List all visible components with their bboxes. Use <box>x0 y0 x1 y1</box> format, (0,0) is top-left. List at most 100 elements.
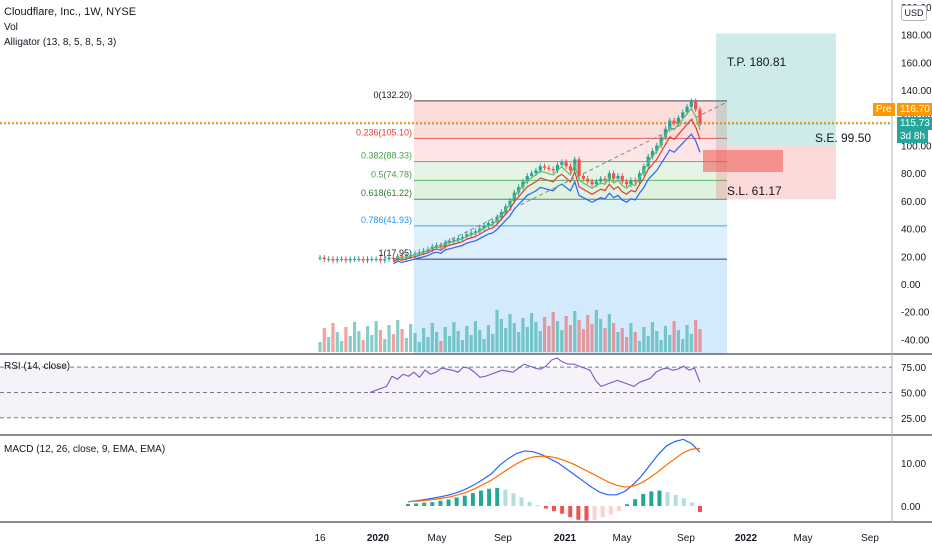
candle-body <box>383 259 387 261</box>
alligator-lips-line <box>393 107 701 261</box>
candle-body <box>633 180 637 182</box>
candle-body <box>655 145 659 152</box>
macd-histogram-bar <box>406 503 410 506</box>
volume-bar <box>685 325 689 352</box>
macd-histogram-bar <box>681 498 686 506</box>
candle-body <box>568 166 573 171</box>
time-tick-label: 2021 <box>554 533 577 544</box>
volume-bar <box>590 324 594 352</box>
candle-body <box>473 231 478 233</box>
macd-label[interactable]: MACD (12, 26, close, 9, EMA, EMA) <box>4 444 166 455</box>
macd-histogram-bar <box>560 506 565 514</box>
currency-button[interactable]: USD <box>901 5 927 21</box>
candle-body <box>486 223 491 226</box>
macd-histogram-bar <box>673 494 678 506</box>
macd-histogram-bar <box>479 490 483 506</box>
volume-bar <box>547 326 551 352</box>
vol-indicator-label[interactable]: Vol <box>4 22 18 33</box>
candle-body <box>551 169 555 171</box>
candle-body <box>339 259 344 261</box>
macd-tick-label: 0.00 <box>901 502 921 513</box>
volume-bar <box>491 334 495 352</box>
candle-body <box>581 175 586 179</box>
candle-body <box>668 120 672 129</box>
volume-bar <box>529 313 534 352</box>
candle-body <box>564 162 568 167</box>
fib-level-label: 0.236(105.10) <box>356 127 412 137</box>
macd-histogram-bar <box>519 497 524 506</box>
stop-entry-label: S.E. 99.50 <box>815 131 872 145</box>
alligator-indicator-label[interactable]: Alligator (13, 8, 5, 8, 5, 3) <box>4 37 117 48</box>
candle-body <box>352 259 357 261</box>
candle-body <box>370 259 374 261</box>
price-tick-label: 160.00 <box>901 58 932 69</box>
rsi-label[interactable]: RSI (14, close) <box>4 361 71 372</box>
fib-zone <box>414 199 727 226</box>
volume-bar <box>616 332 620 352</box>
candle-body <box>387 257 391 260</box>
macd-tick-label: 10.00 <box>901 459 926 470</box>
candle-body <box>335 259 339 261</box>
volume-bar <box>504 328 508 352</box>
volume-bar <box>486 325 491 352</box>
alligator-teeth-line <box>393 118 701 263</box>
candle-body <box>586 178 590 182</box>
macd-histogram-bar <box>430 502 435 506</box>
time-tick-label: May <box>794 533 813 544</box>
rsi-tick-label: 25.00 <box>901 414 926 425</box>
volume-bar <box>637 341 642 352</box>
candle-body <box>456 238 460 240</box>
macd-histogram-bar <box>495 487 500 506</box>
volume-bar <box>404 338 408 352</box>
countdown-tag: 3d 8h <box>897 130 929 143</box>
volume-bar <box>694 320 698 352</box>
time-tick-label: 2022 <box>735 533 758 544</box>
fib-level-label: 0.382(88.33) <box>361 151 412 161</box>
volume-bar <box>482 339 486 352</box>
volume-bar <box>668 335 672 352</box>
volume-bar <box>517 332 521 352</box>
volume-bar <box>478 330 482 352</box>
price-tick-label: 40.00 <box>901 225 926 236</box>
volume-bar <box>331 323 335 352</box>
volume-bar <box>538 331 542 352</box>
fib-level-label: 0.786(41.93) <box>361 215 412 225</box>
candle-body <box>517 187 521 193</box>
volume-bar <box>322 328 326 352</box>
volume-bar <box>512 323 516 352</box>
volume-bar <box>551 312 555 352</box>
macd-histogram-bar <box>608 506 613 515</box>
candle-body <box>348 259 352 261</box>
candle-body <box>357 259 361 261</box>
volume-bar <box>620 328 624 352</box>
macd-histogram-bar <box>665 492 670 506</box>
candle-body <box>594 181 598 185</box>
candle-body <box>607 173 611 181</box>
macd-histogram-bar <box>633 499 638 506</box>
candle-body <box>694 101 698 110</box>
volume-bar <box>633 332 637 352</box>
macd-histogram-bar <box>568 506 573 518</box>
macd-histogram-bar <box>487 488 492 506</box>
volume-bar <box>581 329 586 352</box>
volume-bar <box>387 325 391 352</box>
volume-bar <box>612 323 616 352</box>
time-tick-label: Sep <box>494 533 512 544</box>
candle-body <box>538 166 542 171</box>
price-tick-label: 20.00 <box>901 252 926 263</box>
macd-histogram-bar <box>552 506 556 512</box>
volume-bar <box>422 328 426 352</box>
time-tick-label: Sep <box>677 533 695 544</box>
volume-bar <box>430 323 434 352</box>
macd-histogram-bar <box>535 505 540 507</box>
candle-body <box>620 175 624 182</box>
candle-body <box>529 173 534 176</box>
volume-bar <box>400 329 404 352</box>
volume-bar <box>335 332 339 352</box>
candle-body <box>698 109 702 124</box>
fib-zone <box>414 100 727 139</box>
volume-bar <box>348 336 352 352</box>
volume-bar <box>573 311 577 352</box>
volume-bar <box>594 310 598 352</box>
